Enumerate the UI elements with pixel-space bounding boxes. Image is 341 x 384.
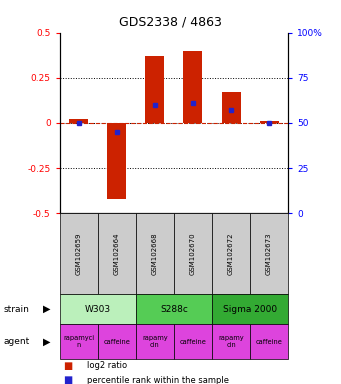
Text: ▶: ▶ [43, 337, 50, 347]
Text: ■: ■ [63, 361, 72, 371]
Text: caffeine: caffeine [256, 339, 283, 345]
Bar [222, 92, 240, 123]
Bar [260, 121, 279, 123]
Text: GSM102670: GSM102670 [190, 232, 196, 275]
Text: ▶: ▶ [43, 304, 50, 314]
Text: rapamyci
n: rapamyci n [63, 335, 94, 348]
Text: S288c: S288c [160, 305, 188, 314]
Bar [69, 119, 88, 123]
Text: strain: strain [3, 305, 29, 314]
Text: GSM102673: GSM102673 [266, 232, 272, 275]
Bar [183, 51, 203, 123]
Text: rapamy
cin: rapamy cin [218, 335, 244, 348]
Bar [107, 123, 126, 199]
Text: agent: agent [3, 337, 30, 346]
Bar [145, 56, 164, 123]
Text: caffeine: caffeine [103, 339, 130, 345]
Text: log2 ratio: log2 ratio [87, 361, 127, 370]
Text: GSM102668: GSM102668 [152, 232, 158, 275]
Text: ■: ■ [63, 375, 72, 384]
Text: GSM102672: GSM102672 [228, 232, 234, 275]
Text: rapamy
cin: rapamy cin [142, 335, 168, 348]
Text: GSM102664: GSM102664 [114, 232, 120, 275]
Text: Sigma 2000: Sigma 2000 [223, 305, 277, 314]
Text: GDS2338 / 4863: GDS2338 / 4863 [119, 15, 222, 28]
Text: percentile rank within the sample: percentile rank within the sample [87, 376, 229, 384]
Text: W303: W303 [85, 305, 111, 314]
Text: caffeine: caffeine [179, 339, 206, 345]
Text: GSM102659: GSM102659 [76, 232, 82, 275]
